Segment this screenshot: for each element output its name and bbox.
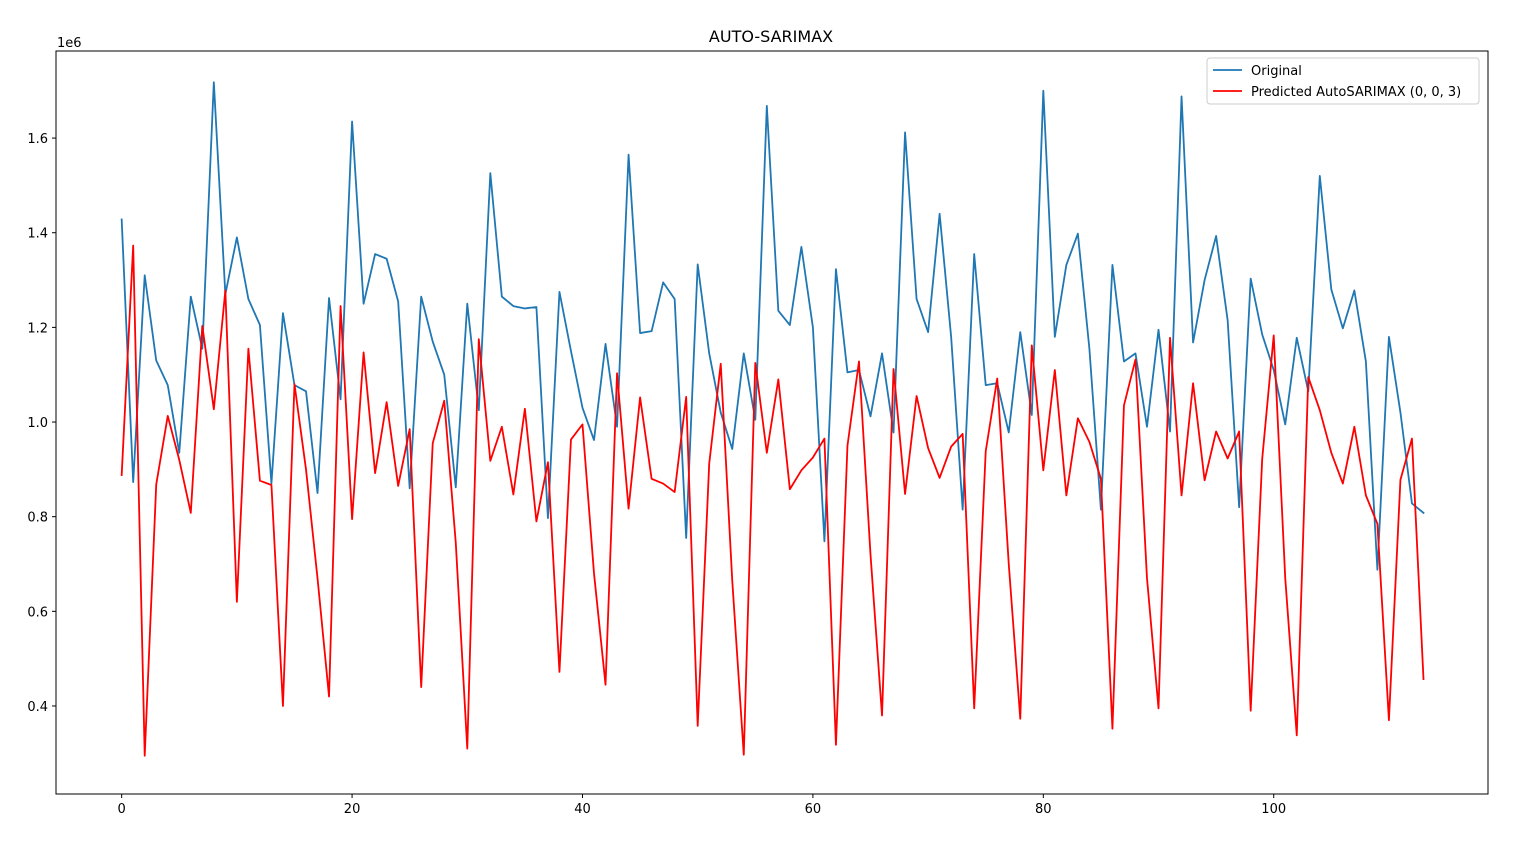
- legend: Original Predicted AutoSARIMAX (0, 0, 3): [1206, 57, 1480, 105]
- x-tick-label: 100: [1261, 802, 1286, 817]
- y-tick-label: 0.4: [27, 700, 48, 715]
- y-tick-label: 1.6: [27, 132, 48, 147]
- y-offset-label: 1e6: [57, 36, 82, 51]
- x-tick-label: 80: [1035, 802, 1052, 817]
- series-layer: [120, 81, 1425, 757]
- y-tick-label: 1.4: [27, 227, 48, 242]
- legend-label: Original: [1251, 64, 1302, 79]
- x-tick-label: 20: [344, 802, 361, 817]
- y-tick-label: 1.2: [27, 321, 48, 336]
- x-tick-label: 40: [574, 802, 591, 817]
- y-tick-label: 0.8: [27, 511, 48, 526]
- x-tick-label: 0: [118, 802, 126, 817]
- y-tick-label: 0.6: [27, 605, 48, 620]
- chart-title: AUTO-SARIMAX: [709, 27, 833, 46]
- y-tick-label: 1.0: [27, 416, 48, 431]
- x-tick-label: 60: [805, 802, 822, 817]
- series-line-predicted: [120, 244, 1425, 757]
- legend-label: Predicted AutoSARIMAX (0, 0, 3): [1251, 85, 1461, 100]
- axes-layer: 0 20 40 60 80 100 0.4 0.6 0.8 1.0 1.2 1.4 1.6: [27, 50, 1489, 817]
- legend-box: [1206, 57, 1480, 105]
